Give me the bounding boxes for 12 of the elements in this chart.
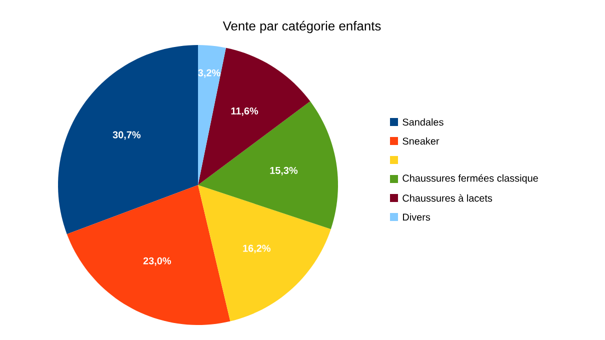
legend-label: Sandales (402, 118, 444, 126)
data-label: 23,0% (143, 257, 172, 266)
legend-label: Chaussures à lacets (402, 194, 492, 202)
data-label: 16,2% (243, 244, 270, 254)
legend-label: Chaussures fermées classique (402, 174, 538, 184)
legend-label: Divers (403, 213, 430, 221)
chart-title: Vente par catégorie enfants (222, 20, 381, 34)
data-label: 15,3% (270, 166, 298, 176)
data-label: 3,2% (198, 69, 220, 78)
legend-label: Sneaker (402, 137, 440, 145)
data-label: 11,6% (231, 107, 258, 116)
data-label: 30,7% (112, 131, 141, 140)
